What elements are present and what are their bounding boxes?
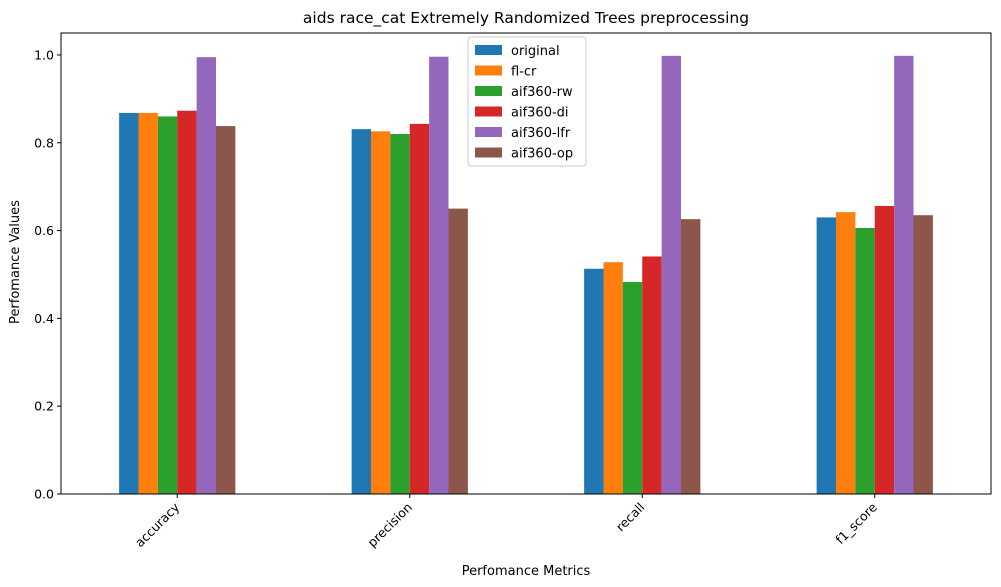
bar-aif360-di-f1_score <box>874 205 895 495</box>
bar-original-precision <box>351 129 372 494</box>
legend-swatch-aif360-op <box>475 147 502 158</box>
bar-aif360-op-f1_score <box>913 215 933 494</box>
legend-label-aif360-op: aif360-op <box>511 147 573 162</box>
x-tick-label-precision: precision <box>364 500 414 550</box>
bar-original-recall <box>584 268 604 494</box>
legend-label-aif360-rw: aif360-rw <box>511 85 573 100</box>
legend-label-fl-cr: fl-cr <box>511 65 537 80</box>
bar-aif360-op-recall <box>681 219 701 494</box>
bar-aif360-op-accuracy <box>216 126 236 494</box>
legend-label-aif360-di: aif360-di <box>511 106 569 121</box>
y-tick-label: 0.2 <box>34 399 54 414</box>
bar-fl-cr-precision <box>371 131 391 494</box>
legend-label-original: original <box>511 44 560 59</box>
legend-label-aif360-lfr: aif360-lfr <box>511 126 571 141</box>
bar-aif360-rw-f1_score <box>855 227 875 494</box>
legend-swatch-original <box>475 45 502 55</box>
legend-swatch-aif360-lfr <box>475 127 502 137</box>
bar-original-f1_score <box>816 217 837 494</box>
y-axis-label: Perfomance Values <box>8 200 23 324</box>
bar-original-accuracy <box>119 112 139 494</box>
legend-swatch-aif360-di <box>475 106 502 117</box>
x-tick-label-accuracy: accuracy <box>132 499 183 550</box>
bar-aif360-rw-precision <box>390 133 410 495</box>
y-tick-label: 0.6 <box>34 223 54 238</box>
legend: original fl-cr aif360-rw aif360-di aif360-lf… <box>467 36 587 167</box>
legend-swatch-aif360-rw <box>475 86 502 96</box>
x-tick-label-recall: recall <box>613 500 648 535</box>
x-tick-label-f1_score: f1_score <box>832 499 880 547</box>
y-tick-label: 0.4 <box>34 311 54 326</box>
bar-aif360-lfr-recall <box>661 55 682 494</box>
bar-aif360-op-precision <box>448 208 468 494</box>
bar-aif360-di-precision <box>409 123 430 494</box>
bar-aif360-lfr-f1_score <box>894 55 914 494</box>
plot-area: 0.0 0.2 0.4 0.6 0.8 1.0 accuracy precision recal… <box>34 32 992 550</box>
x-axis-label: Perfomance Metrics <box>462 564 591 579</box>
bar-aif360-rw-accuracy <box>157 116 178 495</box>
axes-frame <box>60 32 992 495</box>
bar-aif360-lfr-precision <box>429 56 449 495</box>
bar-fl-cr-recall <box>603 262 623 494</box>
y-tick-label: 0.0 <box>34 487 54 502</box>
bar-aif360-di-recall <box>642 256 662 494</box>
legend-swatch-fl-cr <box>475 65 502 76</box>
y-tick-label: 0.8 <box>34 135 54 150</box>
bar-aif360-di-accuracy <box>177 110 197 495</box>
bar-fl-cr-f1_score <box>836 212 856 494</box>
bar-aif360-rw-recall <box>622 281 643 494</box>
y-tick-label: 1.0 <box>34 47 54 62</box>
bar-aif360-lfr-accuracy <box>196 57 217 495</box>
chart-title: aids race_cat Extremely Randomized Trees… <box>303 9 749 28</box>
bar-fl-cr-accuracy <box>138 112 158 494</box>
